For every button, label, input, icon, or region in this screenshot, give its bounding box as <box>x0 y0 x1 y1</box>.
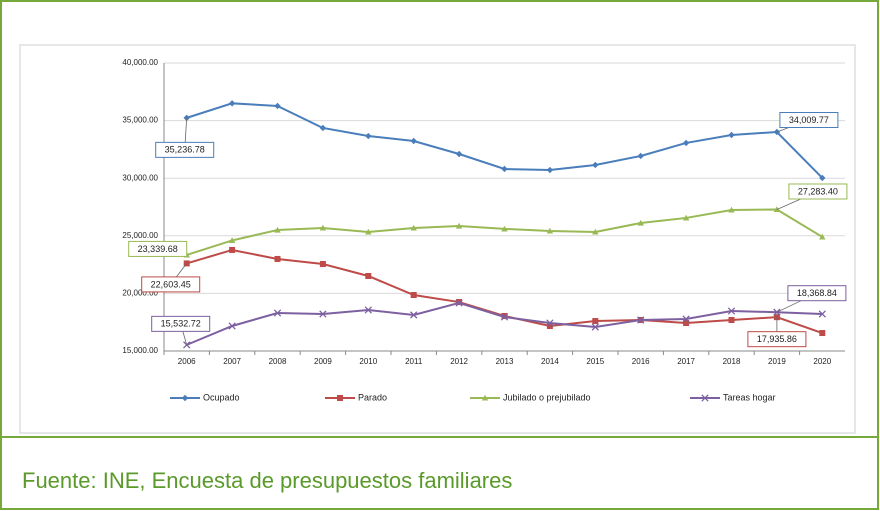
x-tick-label: 2018 <box>723 357 741 366</box>
marker <box>546 323 553 330</box>
marker <box>365 273 372 280</box>
x-tick-label: 2014 <box>541 357 559 366</box>
data-label: 22,603.45 <box>151 279 191 289</box>
label-box <box>155 141 215 158</box>
marker <box>455 150 463 158</box>
marker <box>683 320 690 327</box>
data-label: 15,532.72 <box>161 319 201 329</box>
marker <box>365 132 372 140</box>
marker <box>773 308 781 316</box>
marker <box>592 228 599 235</box>
marker <box>228 322 236 330</box>
y-tick-label: 20,000.00 <box>122 289 158 298</box>
marker <box>728 131 735 139</box>
x-tick-label: 2017 <box>677 357 695 366</box>
x-tick-label: 2007 <box>223 357 241 366</box>
marker <box>228 100 236 107</box>
label-box <box>747 331 807 348</box>
marker <box>410 311 418 319</box>
marker <box>546 319 554 327</box>
marker <box>818 310 826 318</box>
legend-label: Parado <box>358 392 387 402</box>
caption: Fuente: INE, Encuesta de presupuestos fa… <box>22 468 512 493</box>
marker <box>637 219 644 226</box>
marker <box>637 316 645 324</box>
marker <box>501 225 508 232</box>
y-tick-label: 30,000.00 <box>122 173 158 182</box>
marker <box>546 227 554 234</box>
marker <box>728 206 735 213</box>
marker <box>592 318 599 325</box>
x-tick-label: 2010 <box>359 357 377 366</box>
marker <box>319 310 327 318</box>
x-tick-label: 2008 <box>269 357 287 366</box>
marker <box>228 237 236 243</box>
x-tick-label: 2009 <box>314 357 332 366</box>
marker <box>273 309 282 317</box>
legend-label: Ocupado <box>203 392 240 402</box>
label-box <box>151 315 211 332</box>
x-tick-label: 2015 <box>586 357 604 366</box>
x-tick-label: 2011 <box>405 357 423 366</box>
marker <box>592 161 599 169</box>
marker <box>701 394 709 402</box>
marker <box>819 233 826 240</box>
chart-box <box>19 44 856 434</box>
marker <box>274 102 281 110</box>
marker <box>410 224 417 231</box>
label-box <box>128 240 188 257</box>
marker <box>637 152 644 160</box>
legend-label: Jubilado o prejubilado <box>503 392 591 402</box>
y-tick-label: 15,000.00 <box>122 346 158 355</box>
marker <box>682 139 690 147</box>
marker <box>319 224 327 231</box>
marker <box>410 292 417 299</box>
x-tick-label: 2013 <box>496 357 514 366</box>
marker <box>682 315 690 323</box>
marker <box>319 124 327 132</box>
data-label: 17,935.86 <box>757 334 797 344</box>
marker <box>481 394 489 401</box>
x-tick-label: 2019 <box>768 357 786 366</box>
marker <box>819 174 826 182</box>
marker <box>229 246 236 253</box>
marker <box>455 299 463 307</box>
x-tick-label: 2016 <box>632 357 650 366</box>
legend-label: Tareas hogar <box>723 392 776 402</box>
marker <box>591 323 599 331</box>
marker <box>501 165 508 173</box>
label-box <box>788 183 848 200</box>
marker <box>410 137 417 145</box>
data-label: 34,009.77 <box>789 115 829 125</box>
marker <box>728 317 735 324</box>
y-tick-label: 25,000.00 <box>122 231 158 240</box>
data-label: 18,368.84 <box>797 288 837 298</box>
x-tick-label: 2012 <box>450 357 468 366</box>
marker <box>274 255 281 262</box>
label-box <box>779 112 839 129</box>
label-box <box>787 285 847 302</box>
marker <box>319 261 326 268</box>
marker <box>337 395 343 401</box>
x-tick-label: 2006 <box>178 357 196 366</box>
data-label: 35,236.78 <box>165 145 205 155</box>
marker <box>455 222 463 229</box>
marker <box>546 166 554 174</box>
marker <box>181 394 189 402</box>
data-label: 23,339.68 <box>138 244 178 254</box>
y-tick-label: 35,000.00 <box>122 116 158 125</box>
marker <box>727 307 736 315</box>
marker <box>364 306 372 314</box>
marker <box>682 214 690 221</box>
x-tick-label: 2020 <box>813 357 831 366</box>
data-label: 27,283.40 <box>798 186 838 196</box>
marker <box>500 313 509 321</box>
label-box <box>141 276 201 293</box>
marker <box>819 330 826 337</box>
y-tick-label: 40,000.00 <box>122 58 158 67</box>
marker <box>274 226 281 233</box>
marker <box>365 228 372 235</box>
